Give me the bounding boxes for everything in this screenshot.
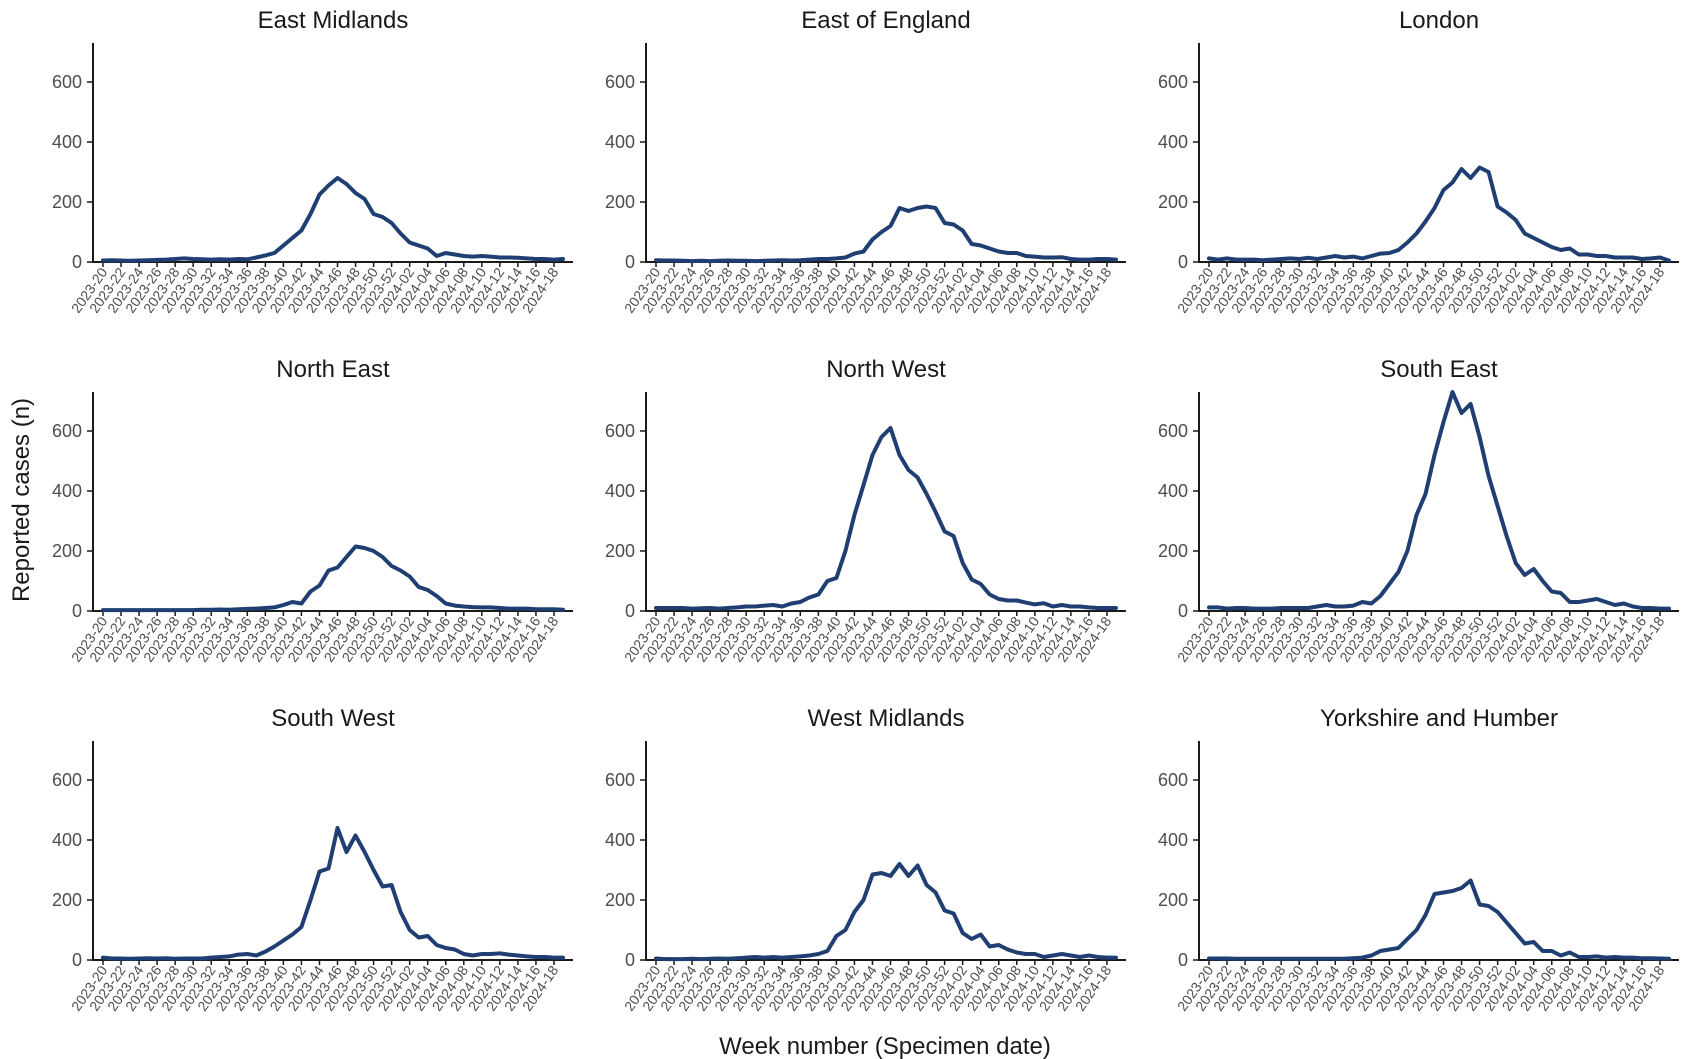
y-tick-label: 400 (1158, 830, 1188, 850)
series-line (654, 426, 1118, 611)
panel-title: East of England (801, 7, 970, 34)
y-tick-label: 400 (605, 481, 635, 501)
series-line (654, 862, 1118, 962)
panel-london: London02004006002023-202023-222023-24202… (1158, 7, 1679, 316)
panel-east-midlands: East Midlands02004006002023-202023-22202… (52, 7, 573, 316)
panel-title: East Midlands (258, 7, 409, 34)
panel-north-east: North East02004006002023-202023-222023-2… (52, 356, 573, 665)
y-tick-label: 0 (625, 950, 635, 970)
y-tick-label: 0 (625, 252, 635, 272)
series-line (654, 204, 1118, 264)
y-tick-label: 200 (52, 192, 82, 212)
y-tick-label: 400 (52, 830, 82, 850)
y-tick-label: 600 (52, 72, 82, 92)
y-tick-label: 600 (52, 421, 82, 441)
series-line (1207, 165, 1671, 263)
series-line (1207, 390, 1671, 611)
y-tick-label: 400 (1158, 132, 1188, 152)
y-tick-label: 400 (605, 830, 635, 850)
y-tick-label: 0 (1178, 252, 1188, 272)
y-tick-label: 0 (72, 950, 82, 970)
series-line (1207, 878, 1671, 961)
y-tick-label: 600 (52, 770, 82, 790)
y-tick-label: 600 (605, 421, 635, 441)
y-tick-label: 600 (605, 72, 635, 92)
panel-title: West Midlands (808, 705, 965, 732)
y-tick-label: 200 (1158, 890, 1188, 910)
y-tick-label: 600 (1158, 770, 1188, 790)
y-tick-label: 400 (1158, 481, 1188, 501)
series-line (101, 544, 565, 613)
y-tick-label: 200 (605, 192, 635, 212)
panel-south-west: South West02004006002023-202023-222023-2… (52, 705, 573, 1014)
y-tick-label: 200 (605, 541, 635, 561)
y-tick-label: 400 (52, 132, 82, 152)
panel-west-midlands: West Midlands02004006002023-202023-22202… (605, 705, 1126, 1014)
panel-title: South East (1380, 356, 1498, 383)
y-tick-label: 0 (72, 252, 82, 272)
y-tick-label: 200 (1158, 541, 1188, 561)
y-tick-label: 200 (52, 541, 82, 561)
y-tick-label: 0 (1178, 950, 1188, 970)
panel-yorkshire-and-humber: Yorkshire and Humber02004006002023-20202… (1158, 705, 1679, 1014)
panel-title: South West (271, 705, 395, 732)
y-tick-label: 600 (605, 770, 635, 790)
y-tick-label: 0 (72, 601, 82, 621)
y-tick-label: 200 (52, 890, 82, 910)
panel-east-of-england: East of England02004006002023-202023-222… (605, 7, 1126, 316)
y-tick-label: 200 (1158, 192, 1188, 212)
y-axis-title: Reported cases (n) (8, 398, 35, 602)
y-tick-label: 200 (605, 890, 635, 910)
series-line (101, 826, 565, 961)
panel-title: North West (826, 356, 946, 383)
y-tick-label: 400 (52, 481, 82, 501)
y-tick-label: 0 (625, 601, 635, 621)
y-tick-label: 0 (1178, 601, 1188, 621)
panel-south-east: South East02004006002023-202023-222023-2… (1158, 356, 1679, 665)
y-tick-label: 600 (1158, 72, 1188, 92)
x-axis-title: Week number (Specimen date) (719, 1033, 1051, 1059)
panel-north-west: North West02004006002023-202023-222023-2… (605, 356, 1126, 665)
panel-title: North East (276, 356, 390, 383)
panel-title: London (1399, 7, 1479, 34)
y-tick-label: 600 (1158, 421, 1188, 441)
panel-title: Yorkshire and Humber (1320, 705, 1558, 732)
series-line (101, 176, 565, 263)
y-tick-label: 400 (605, 132, 635, 152)
